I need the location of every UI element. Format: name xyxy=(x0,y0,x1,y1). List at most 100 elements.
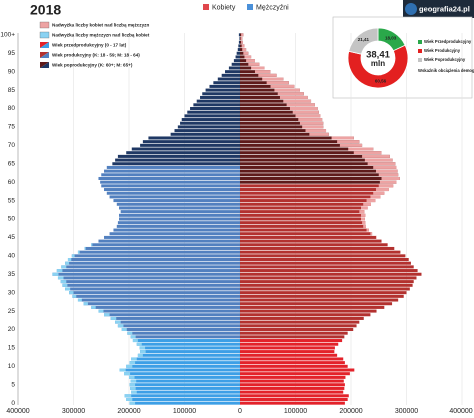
logo-text: geografia24.pl xyxy=(419,4,470,13)
bar-men xyxy=(115,320,240,324)
bar-men xyxy=(110,316,240,320)
bar-men-excess xyxy=(60,280,67,284)
bar-men-excess xyxy=(83,302,88,306)
bar-men xyxy=(184,114,240,118)
bar-women xyxy=(240,147,374,151)
y-tick-label: 0 xyxy=(11,400,15,407)
bar-men xyxy=(231,62,240,66)
bar-men xyxy=(200,95,240,99)
bar-women xyxy=(240,184,394,188)
bar-men xyxy=(196,99,240,103)
bar-women-excess xyxy=(277,92,304,96)
bar-men xyxy=(193,103,240,107)
legend-label: Mężczyźni xyxy=(256,4,289,11)
center-unit: mln xyxy=(371,59,385,68)
bar-women-excess xyxy=(305,129,327,133)
bar-men xyxy=(67,258,240,262)
bar-men-excess xyxy=(71,254,75,258)
bar-men xyxy=(113,199,240,203)
bar-women xyxy=(240,294,404,298)
x-tick-label: 300000 xyxy=(62,408,85,415)
bar-men xyxy=(91,243,240,247)
bar-women xyxy=(240,287,410,291)
bar-men xyxy=(136,342,240,346)
bar-men-excess xyxy=(129,383,136,387)
bar-men xyxy=(106,191,240,195)
bar-men xyxy=(130,335,240,339)
bar-men xyxy=(119,213,240,217)
bar-women xyxy=(240,169,398,173)
bar-men-excess xyxy=(98,309,104,313)
bar-men xyxy=(148,136,240,140)
bar-women xyxy=(240,313,371,317)
bar-men xyxy=(130,379,240,383)
bar-men-excess xyxy=(121,327,127,332)
bar-women xyxy=(240,379,344,383)
y-tick-label: 90 xyxy=(8,68,16,75)
legend-label: Wiek poprodukcyjny (K: 60+; M: 65+) xyxy=(52,62,133,67)
bar-men-excess xyxy=(132,339,138,343)
bar-women-excess xyxy=(266,81,289,85)
bar-men xyxy=(131,147,240,151)
bar-men xyxy=(142,140,240,144)
bar-women xyxy=(240,103,315,107)
bar-men-excess xyxy=(130,335,136,339)
bar-women xyxy=(240,118,323,122)
bar-men-excess xyxy=(137,353,143,357)
bar-men-excess xyxy=(124,372,131,376)
bar-men-excess xyxy=(69,291,74,295)
y-tick-label: 30 xyxy=(8,289,16,296)
bar-women-excess xyxy=(248,62,260,66)
bar-men xyxy=(104,169,241,173)
bar-men xyxy=(117,154,240,158)
y-tick-label: 25 xyxy=(8,308,16,315)
bar-women-excess xyxy=(339,143,363,147)
bar-men xyxy=(233,59,240,63)
x-tick-label: 400000 xyxy=(449,408,472,415)
bar-women xyxy=(240,88,300,92)
bar-men xyxy=(131,390,240,394)
legend-swatch xyxy=(418,58,422,62)
bar-men xyxy=(98,176,240,180)
bar-men-excess xyxy=(130,379,137,383)
bar-women xyxy=(240,375,346,379)
bar-women xyxy=(240,394,349,398)
bar-women xyxy=(240,235,377,239)
bar-women xyxy=(240,383,345,387)
bar-women xyxy=(240,114,321,118)
bar-men xyxy=(126,397,240,401)
bar-men-excess xyxy=(62,283,68,287)
bar-women-excess xyxy=(244,55,252,59)
legend-swatch xyxy=(203,4,209,10)
bar-women xyxy=(240,132,329,136)
bar-men xyxy=(238,44,240,48)
legend-label: Kobiety xyxy=(212,4,236,11)
bar-men xyxy=(237,48,240,52)
bar-women-excess xyxy=(362,221,366,225)
bar-women xyxy=(240,324,357,328)
bar-women-excess xyxy=(360,206,368,210)
chart-title: 2018 xyxy=(30,2,61,18)
bar-men xyxy=(84,246,240,250)
bar-women xyxy=(240,261,411,265)
bar-women-excess xyxy=(279,95,308,99)
y-tick-label: 100+ xyxy=(0,32,15,39)
bar-men xyxy=(120,210,240,214)
x-tick-label: 0 xyxy=(238,408,242,415)
bar-men xyxy=(112,162,240,166)
legend-label: Wiek Przedprodukcyjny xyxy=(424,39,472,44)
bar-men xyxy=(69,291,240,295)
bar-men-excess xyxy=(130,386,136,390)
bar-men xyxy=(129,375,240,379)
y-tick-label: 20 xyxy=(8,326,16,333)
bar-women xyxy=(240,346,335,350)
bar-women-excess xyxy=(241,40,243,44)
y-tick-label: 60 xyxy=(8,179,16,186)
bar-men xyxy=(98,309,240,313)
bar-men-excess xyxy=(140,350,146,354)
bar-men xyxy=(132,339,240,343)
bar-men-excess xyxy=(127,331,133,335)
bar-women xyxy=(240,309,377,313)
y-tick-label: 85 xyxy=(8,87,16,94)
bar-women xyxy=(240,213,366,217)
